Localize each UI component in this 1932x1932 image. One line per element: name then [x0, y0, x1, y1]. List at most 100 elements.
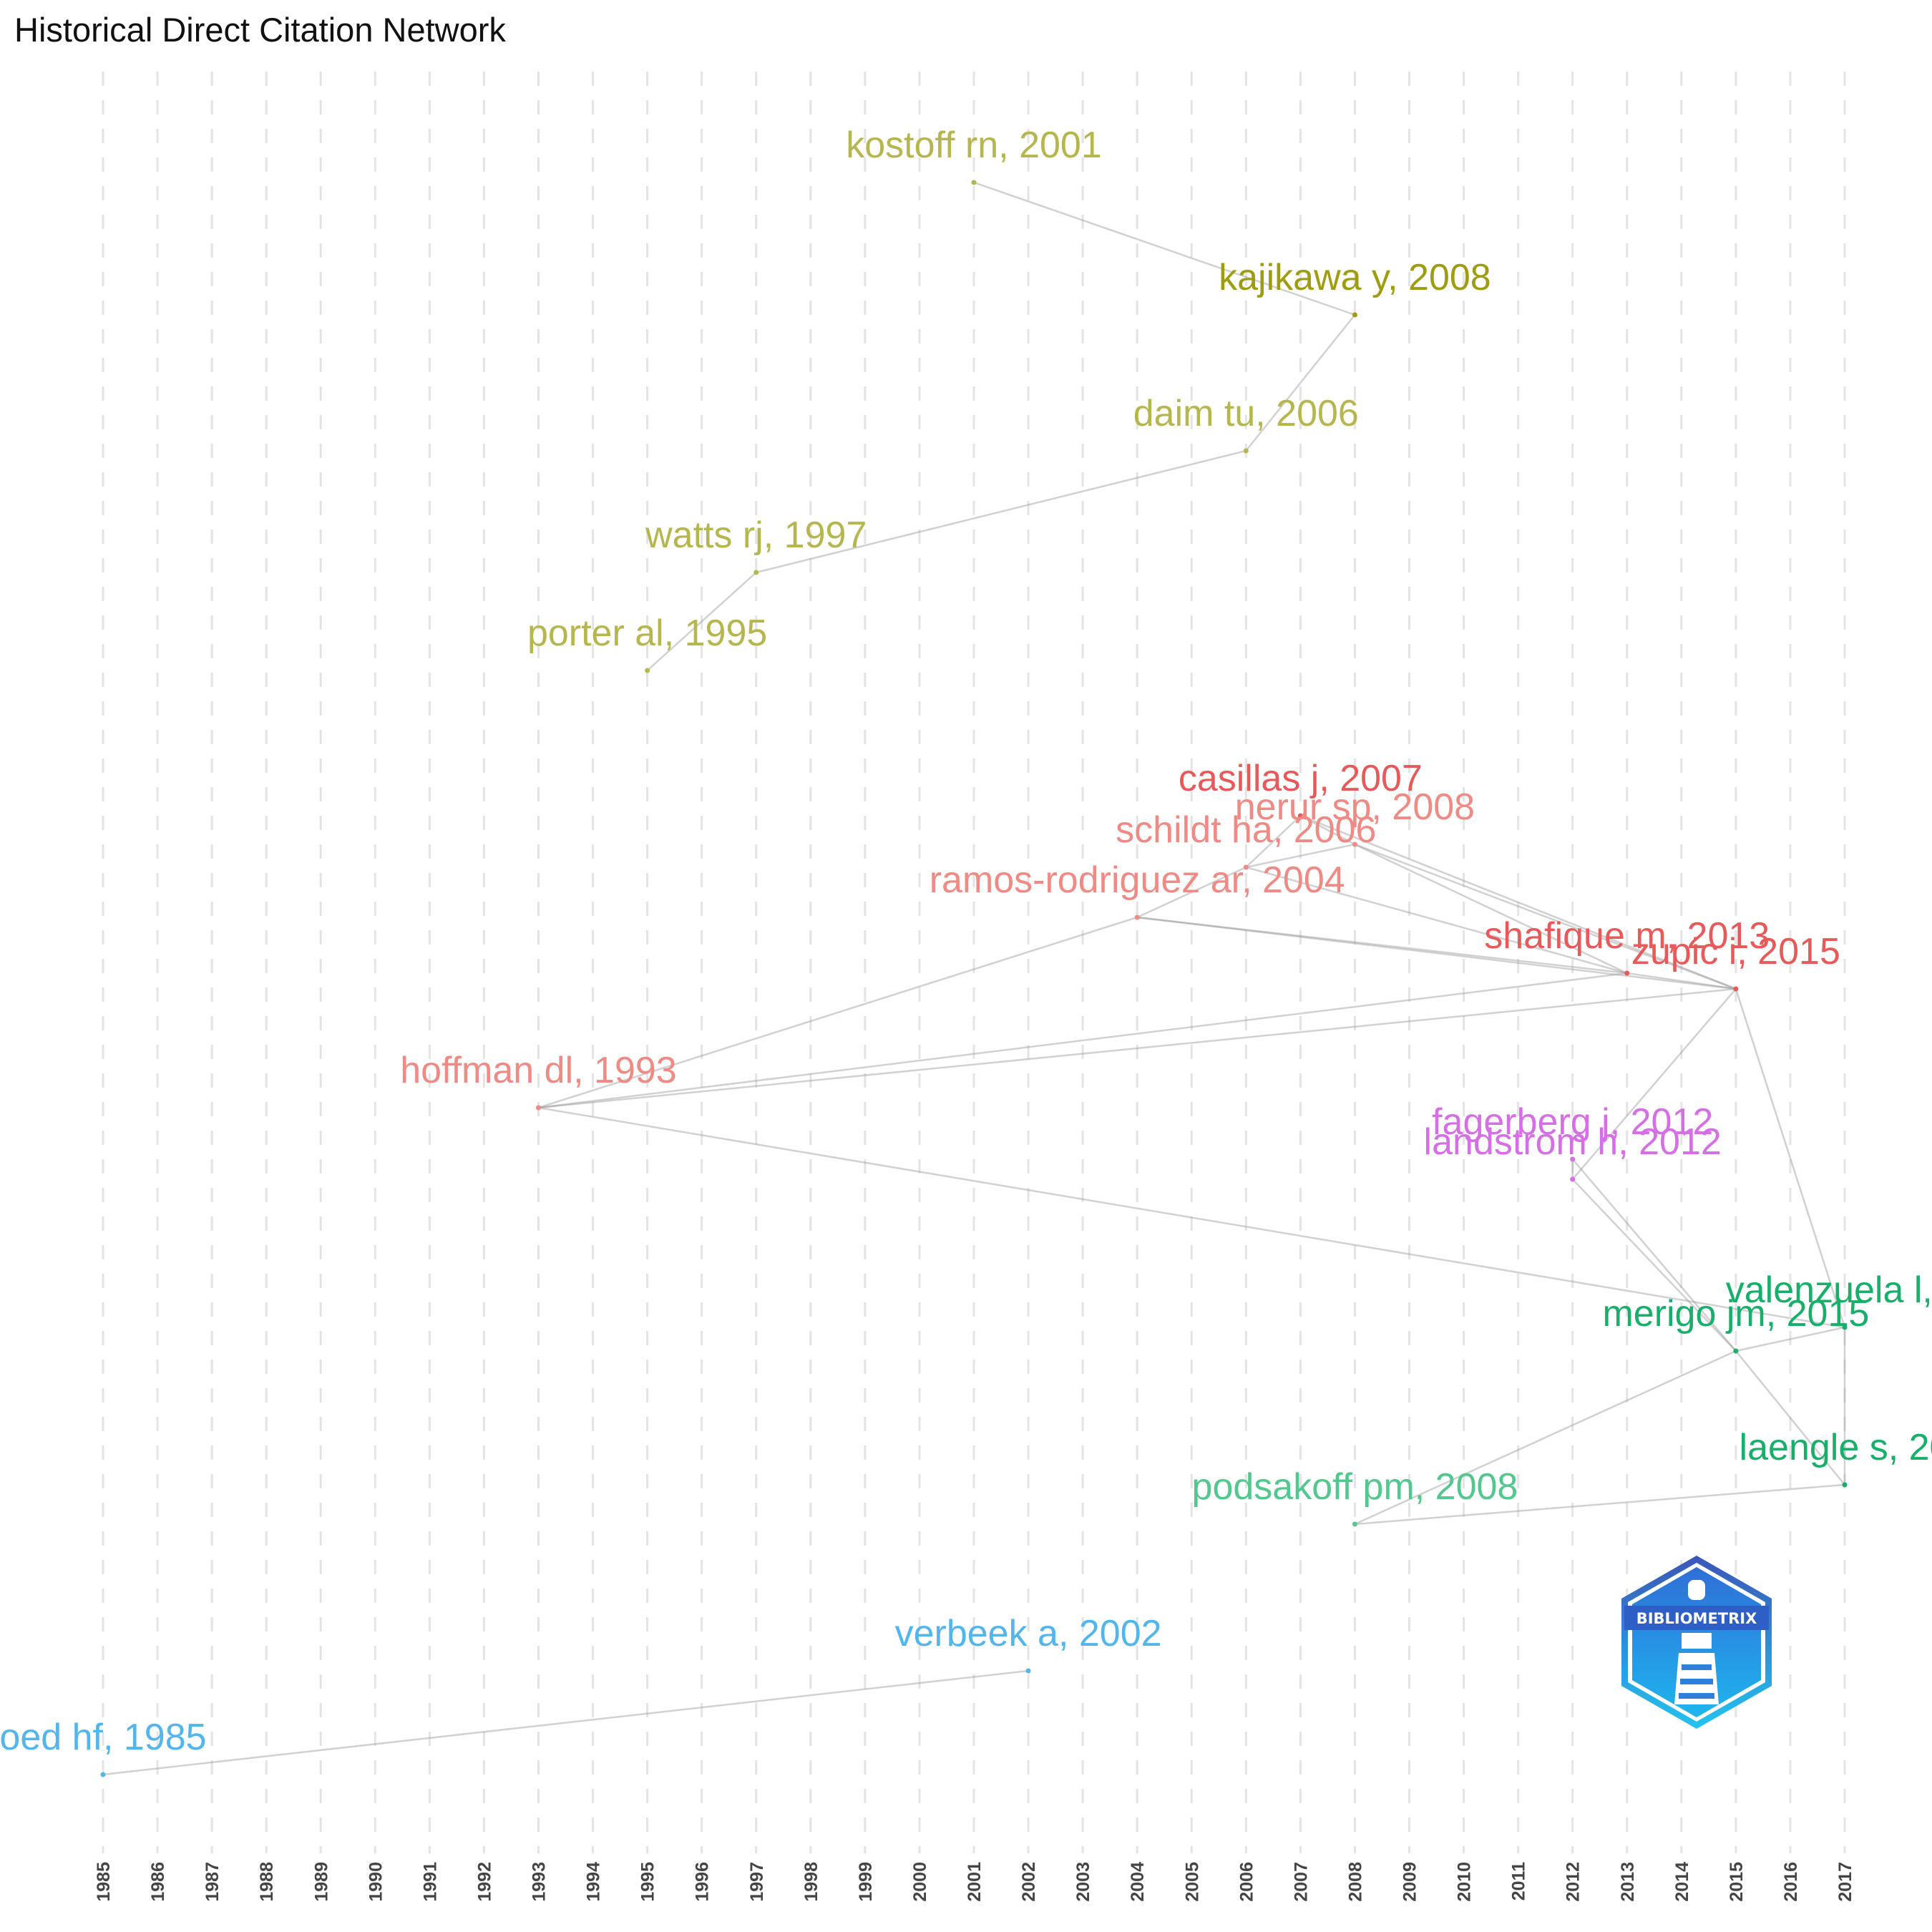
citation-edge [1355, 1483, 1845, 1526]
paper-node[interactable] [536, 1105, 541, 1111]
paper-node[interactable] [1842, 1324, 1848, 1330]
logo-text: BIBLIOMETRIX [1636, 1610, 1757, 1627]
citation-edge [1354, 1350, 1737, 1526]
paper-label: merigo jm, 2015 [1602, 1293, 1869, 1335]
paper-label: landstrom h, 2012 [1424, 1121, 1722, 1163]
paper-node[interactable] [1025, 1668, 1031, 1674]
paper-label: hoffman dl, 1993 [400, 1050, 676, 1091]
paper-label: fagerberg j, 2012 [1432, 1101, 1713, 1143]
citation-edge [1245, 314, 1356, 452]
paper-node[interactable] [1352, 312, 1357, 318]
year-tick-label: 1999 [856, 1862, 876, 1902]
citation-edge [1137, 916, 1737, 990]
year-tick-label: 1997 [747, 1862, 767, 1902]
citation-edge [1735, 988, 1846, 1328]
paper-node[interactable] [1570, 1156, 1576, 1162]
paper-node[interactable] [1842, 1482, 1848, 1488]
citation-edge [1136, 866, 1246, 919]
year-tick-label: 1996 [693, 1862, 713, 1902]
citation-edge [1137, 916, 1627, 975]
citation-edge [1299, 814, 1356, 846]
paper-label: kostoff rn, 2001 [846, 125, 1102, 166]
paper-node[interactable] [1733, 1348, 1739, 1354]
paper-label: ramos-rodriguez ar, 2004 [930, 859, 1345, 901]
year-tick-label: 2011 [1509, 1862, 1529, 1901]
year-tick-label: 2006 [1236, 1862, 1257, 1902]
bibliometrix-logo: BIBLIOMETRIX [1621, 1556, 1772, 1729]
paper-label: porter al, 1995 [527, 613, 767, 654]
year-tick-label: 2003 [1073, 1862, 1093, 1902]
year-tick-label: 2007 [1291, 1862, 1311, 1902]
paper-nodes [100, 180, 1848, 1777]
paper-node[interactable] [100, 1772, 106, 1777]
paper-label: oed hf, 1985 [0, 1717, 207, 1758]
citation-edge [1571, 1158, 1737, 1352]
paper-label: verbeek a, 2002 [895, 1613, 1162, 1654]
year-tick-label: 2017 [1835, 1862, 1855, 1902]
paper-node[interactable] [1352, 1521, 1357, 1527]
year-tick-label: 1998 [801, 1862, 821, 1902]
year-tick-label: 1994 [584, 1862, 604, 1902]
paper-node[interactable] [1297, 813, 1303, 819]
paper-label: zupic i, 2015 [1631, 931, 1840, 972]
citation-edge [538, 987, 1736, 1109]
paper-label: schildt ha, 2006 [1116, 809, 1376, 851]
year-tick-label: 1985 [94, 1862, 114, 1902]
citation-edge [1245, 815, 1302, 868]
citation-edge [1354, 843, 1737, 990]
paper-node[interactable] [1624, 970, 1630, 976]
citation-edge [1354, 843, 1628, 975]
year-tick-label: 2000 [910, 1862, 930, 1902]
paper-node[interactable] [1134, 914, 1140, 920]
paper-node[interactable] [645, 668, 650, 673]
paper-label: shafique m, 2013 [1484, 915, 1770, 957]
paper-label: valenzuela l, 2 [1726, 1269, 1932, 1311]
year-tick-label: 1988 [257, 1862, 277, 1902]
paper-node[interactable] [1570, 1176, 1576, 1182]
citation-edge [1245, 866, 1628, 975]
paper-label: laengle s, 20 [1740, 1427, 1932, 1468]
paper-node[interactable] [1733, 986, 1739, 992]
year-tick-label: 1990 [366, 1862, 386, 1902]
year-tick-label: 2015 [1727, 1862, 1747, 1902]
year-tick-label: 1987 [203, 1862, 223, 1902]
citation-edge [538, 1106, 1845, 1329]
paper-label: podsakoff pm, 2008 [1192, 1466, 1518, 1508]
paper-node[interactable] [1352, 841, 1357, 847]
year-tick-label: 2016 [1781, 1862, 1801, 1902]
year-tick-label: 2009 [1400, 1862, 1420, 1902]
year-tick-label: 2002 [1019, 1862, 1039, 1902]
year-tick-label: 2010 [1455, 1862, 1475, 1902]
paper-label: daim tu, 2006 [1133, 393, 1359, 434]
citation-edge [1299, 814, 1737, 990]
year-tick-label: 1992 [474, 1862, 494, 1902]
paper-label: kajikawa y, 2008 [1219, 257, 1491, 298]
year-tick-label: 2013 [1618, 1862, 1638, 1902]
citation-edge [1571, 1179, 1737, 1352]
citation-edge [102, 1669, 1029, 1776]
paper-label: watts rj, 1997 [645, 514, 867, 556]
year-tick-label: 2012 [1563, 1862, 1584, 1902]
citation-edge [1246, 843, 1355, 869]
paper-node[interactable] [753, 570, 759, 575]
citation-edge [1735, 1350, 1845, 1485]
year-tick-label: 2005 [1182, 1862, 1202, 1902]
citation-edge [1735, 1326, 1845, 1352]
paper-node[interactable] [971, 180, 977, 185]
paper-label: casillas j, 2007 [1179, 758, 1423, 799]
citation-edges [102, 181, 1846, 1776]
year-axis: 1985 1986 1987 1988 1989 1990 1991 1992 1993 1994… [94, 1862, 1855, 1902]
citation-edge [538, 972, 1627, 1109]
year-tick-label: 2004 [1128, 1862, 1148, 1902]
paper-label: nerur sp, 2008 [1235, 786, 1475, 828]
year-tick-label: 2014 [1672, 1862, 1692, 1902]
paper-node[interactable] [1243, 448, 1249, 454]
year-tick-label: 2008 [1345, 1862, 1365, 1902]
year-tick-label: 2001 [965, 1862, 985, 1902]
year-tick-label: 1989 [311, 1862, 331, 1902]
citation-edge [1626, 972, 1737, 990]
year-gridlines [102, 72, 1846, 1853]
paper-node[interactable] [1243, 864, 1249, 870]
year-tick-label: 1995 [638, 1862, 658, 1902]
